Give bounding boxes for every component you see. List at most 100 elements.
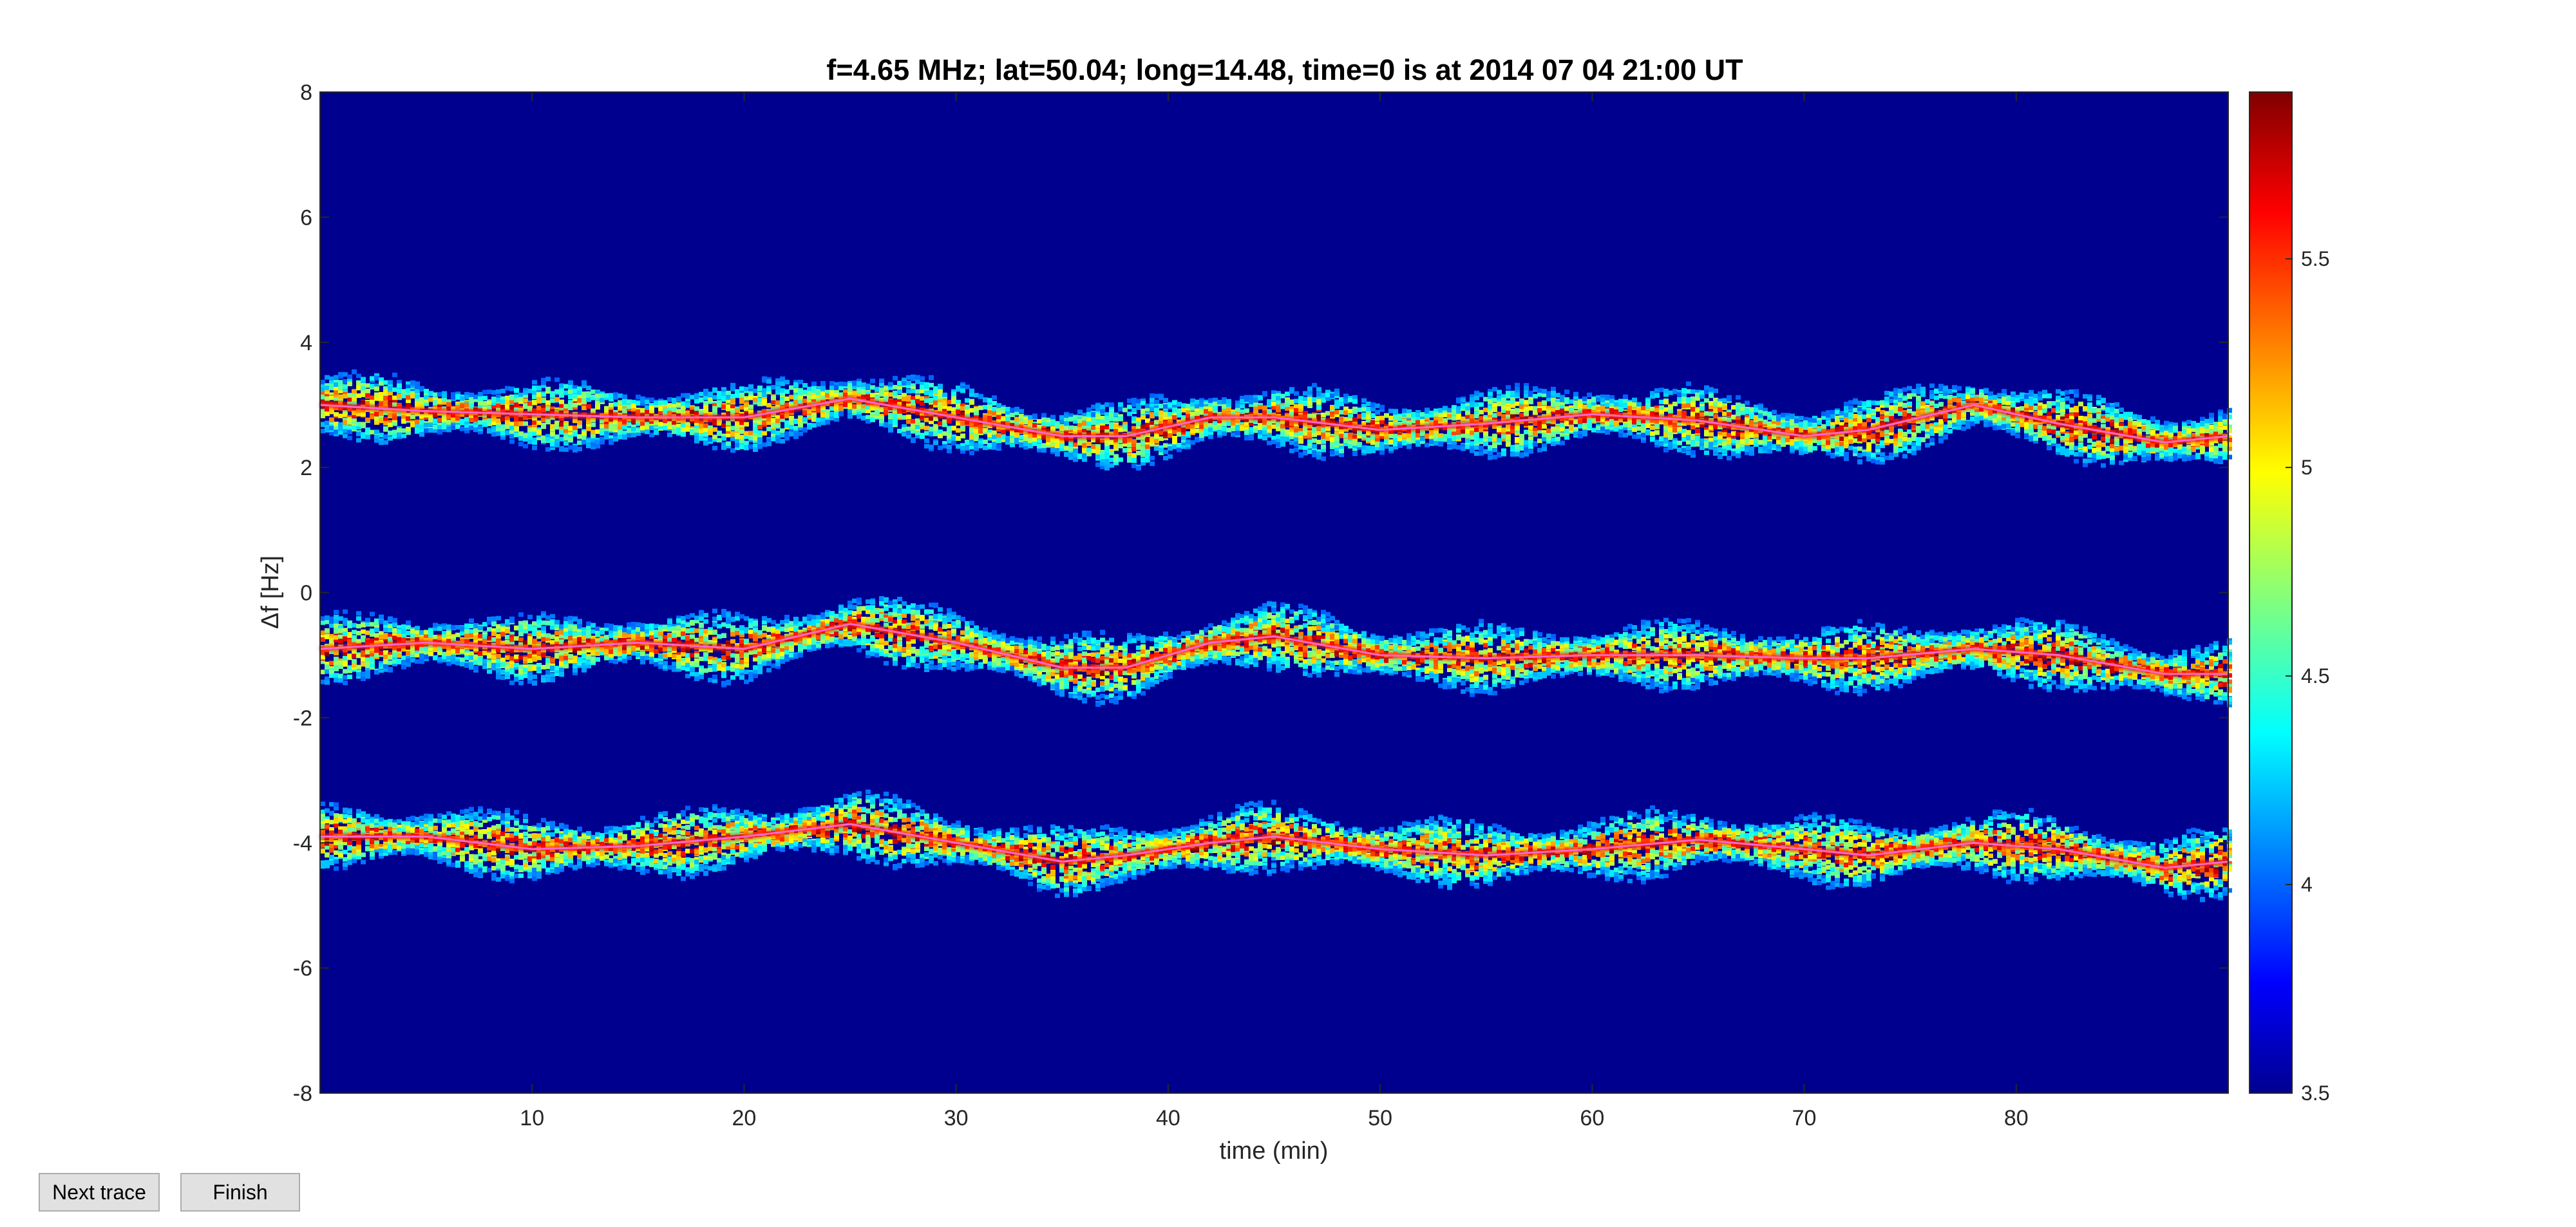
heatmap-cell xyxy=(1181,428,1186,433)
heatmap-cell xyxy=(1082,457,1087,462)
heatmap-cell xyxy=(591,442,596,447)
heatmap-cell xyxy=(947,406,952,411)
heatmap-cell xyxy=(1492,387,1497,391)
heatmap-cell xyxy=(591,396,596,400)
heatmap-cell xyxy=(640,408,645,413)
heatmap-cell xyxy=(915,425,920,429)
heatmap-cell xyxy=(793,382,799,387)
heatmap-cell xyxy=(811,395,817,399)
heatmap-cell xyxy=(893,421,898,426)
heatmap-cell xyxy=(929,445,934,449)
heatmap-cell xyxy=(703,428,708,433)
heatmap-cell xyxy=(527,389,533,393)
heatmap-cell xyxy=(875,412,880,417)
heatmap-cell xyxy=(1190,424,1195,429)
heatmap-cell xyxy=(902,381,907,386)
heatmap-cell xyxy=(469,404,474,408)
heatmap-cell xyxy=(1222,400,1227,404)
heatmap-cell xyxy=(1316,392,1321,397)
heatmap-cell xyxy=(807,409,812,413)
heatmap-cell xyxy=(947,449,952,453)
heatmap-cell xyxy=(1109,451,1114,455)
heatmap-cell xyxy=(568,380,573,385)
heatmap-cell xyxy=(717,392,722,397)
heatmap-cell xyxy=(1420,412,1425,417)
heatmap-cell xyxy=(775,438,781,443)
heatmap-cell xyxy=(419,414,424,418)
heatmap-cell xyxy=(1492,398,1497,402)
heatmap-cell xyxy=(888,413,893,418)
heatmap-cell xyxy=(1361,434,1367,438)
heatmap-cell xyxy=(1294,437,1299,442)
heatmap-cell xyxy=(401,428,406,433)
heatmap-cell xyxy=(690,395,695,399)
heatmap-cell xyxy=(541,398,546,403)
heatmap-cell xyxy=(473,417,478,422)
heatmap-cell xyxy=(771,418,776,422)
heatmap-cell xyxy=(1312,397,1317,402)
heatmap-cell xyxy=(893,391,898,395)
heatmap-cell xyxy=(627,404,632,409)
heatmap-cell xyxy=(992,401,997,406)
heatmap-cell xyxy=(1357,414,1362,418)
heatmap-cell xyxy=(1100,462,1105,466)
heatmap-cell xyxy=(631,433,636,437)
heatmap-cell xyxy=(699,429,704,434)
heatmap-cell xyxy=(1199,402,1204,407)
heatmap-cell xyxy=(956,404,961,408)
heatmap-cell xyxy=(334,430,339,435)
heatmap-cell xyxy=(1163,432,1168,436)
heatmap-cell xyxy=(568,438,573,442)
heatmap-cell xyxy=(1195,404,1200,409)
heatmap-cell xyxy=(829,390,835,395)
heatmap-cell xyxy=(505,425,510,429)
heatmap-cell xyxy=(1195,411,1200,416)
heatmap-cell xyxy=(974,393,979,397)
heatmap-cell xyxy=(712,406,717,411)
heatmap-cell xyxy=(978,395,983,399)
heatmap-cell xyxy=(1325,433,1331,437)
heatmap-cell xyxy=(1010,437,1015,442)
heatmap-cell xyxy=(343,425,348,429)
heatmap-cell xyxy=(1497,438,1502,442)
heatmap-cell xyxy=(924,418,929,422)
heatmap-cell xyxy=(1104,448,1110,453)
plot-area xyxy=(320,92,2228,1093)
heatmap-cell xyxy=(1434,412,1439,417)
heatmap-cell xyxy=(1023,441,1028,445)
heatmap-cell xyxy=(1104,402,1110,407)
heatmap-cell xyxy=(514,403,519,407)
heatmap-cell xyxy=(550,424,555,429)
heatmap-cell xyxy=(1447,444,1452,449)
heatmap-cell xyxy=(442,422,447,427)
heatmap-cell xyxy=(343,394,348,398)
heatmap-cell xyxy=(978,406,983,410)
heatmap-cell xyxy=(550,442,555,447)
heatmap-cell xyxy=(577,390,582,395)
heatmap-cell xyxy=(1289,412,1294,417)
heatmap-cell xyxy=(1028,419,1033,424)
heatmap-cell xyxy=(1479,445,1484,450)
heatmap-cell xyxy=(942,431,947,436)
heatmap-cell xyxy=(518,436,524,441)
heatmap-cell xyxy=(536,420,542,425)
heatmap-cell xyxy=(1222,427,1227,431)
heatmap-cell xyxy=(1104,460,1110,464)
heatmap-cell xyxy=(586,427,591,431)
heatmap-cell xyxy=(401,394,406,398)
heatmap-cell xyxy=(374,376,379,380)
heatmap-cell xyxy=(1456,445,1461,449)
heatmap-cell xyxy=(992,395,997,400)
heatmap-cell xyxy=(1452,444,1457,449)
heatmap-cell xyxy=(753,444,758,448)
heatmap-cell xyxy=(1370,440,1376,445)
heatmap-cell xyxy=(1361,407,1367,412)
heatmap-cell xyxy=(1100,405,1105,409)
heatmap-cell xyxy=(509,434,515,438)
heatmap-cell xyxy=(518,431,524,436)
heatmap-cell xyxy=(947,428,952,433)
heatmap-cell xyxy=(1014,407,1019,412)
heatmap-cell xyxy=(884,423,889,427)
heatmap-cell xyxy=(1195,429,1200,433)
heatmap-cell xyxy=(1492,455,1497,460)
